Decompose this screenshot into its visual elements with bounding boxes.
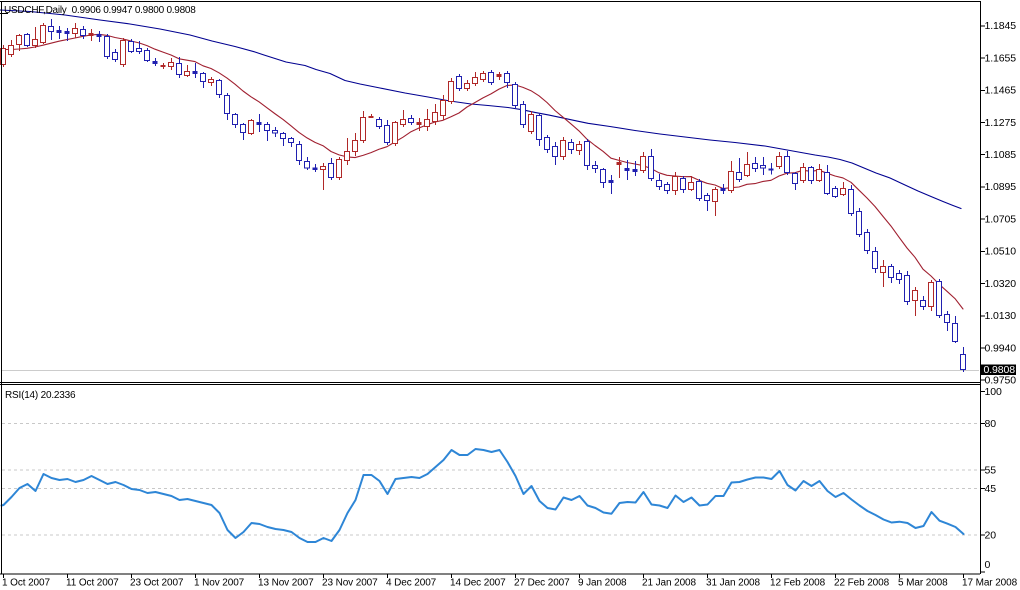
svg-text:100: 100 (985, 386, 1002, 398)
svg-text:4 Dec 2007: 4 Dec 2007 (386, 578, 437, 589)
svg-text:RSI(14) 20.2336: RSI(14) 20.2336 (5, 390, 76, 401)
svg-text:14 Dec 2007: 14 Dec 2007 (450, 578, 506, 589)
svg-text:23 Oct 2007: 23 Oct 2007 (130, 578, 184, 589)
svg-text:22 Feb 2008: 22 Feb 2008 (834, 578, 890, 589)
svg-text:20: 20 (985, 529, 997, 541)
svg-text:1.1655: 1.1655 (985, 52, 1017, 64)
svg-text:0: 0 (985, 559, 991, 571)
svg-text:13 Nov 2007: 13 Nov 2007 (258, 578, 314, 589)
svg-text:1.1465: 1.1465 (985, 85, 1017, 97)
svg-text:5 Mar 2008: 5 Mar 2008 (898, 578, 948, 589)
svg-text:0.9940: 0.9940 (985, 342, 1017, 354)
svg-text:9 Jan 2008: 9 Jan 2008 (578, 578, 627, 589)
svg-text:0.9750: 0.9750 (985, 375, 1017, 387)
svg-text:1.0320: 1.0320 (985, 278, 1017, 290)
svg-text:1 Nov 2007: 1 Nov 2007 (194, 578, 245, 589)
svg-text:80: 80 (985, 418, 997, 430)
svg-text:1.1275: 1.1275 (985, 117, 1017, 129)
svg-text:45: 45 (985, 483, 997, 495)
svg-text:12 Feb 2008: 12 Feb 2008 (770, 578, 826, 589)
svg-text:21 Jan 2008: 21 Jan 2008 (642, 578, 696, 589)
svg-text:USDCHF,Daily 0.9906 0.9947 0.: USDCHF,Daily 0.9906 0.9947 0.9800 0.9808 (4, 5, 196, 16)
svg-text:1 Oct 2007: 1 Oct 2007 (2, 578, 50, 589)
svg-text:1.0130: 1.0130 (985, 310, 1017, 322)
svg-text:23 Nov 2007: 23 Nov 2007 (322, 578, 378, 589)
svg-text:1.0510: 1.0510 (985, 246, 1017, 258)
svg-text:1.0705: 1.0705 (985, 213, 1017, 225)
svg-text:1.0895: 1.0895 (985, 181, 1017, 193)
svg-text:1.1085: 1.1085 (985, 149, 1017, 161)
svg-text:31 Jan 2008: 31 Jan 2008 (706, 578, 760, 589)
svg-text:17 Mar 2008: 17 Mar 2008 (962, 578, 1018, 589)
svg-text:55: 55 (985, 464, 997, 476)
svg-text:0.9808: 0.9808 (984, 364, 1016, 376)
svg-text:27 Dec 2007: 27 Dec 2007 (514, 578, 570, 589)
svg-text:1.1845: 1.1845 (985, 20, 1017, 32)
svg-text:11 Oct 2007: 11 Oct 2007 (66, 578, 119, 589)
